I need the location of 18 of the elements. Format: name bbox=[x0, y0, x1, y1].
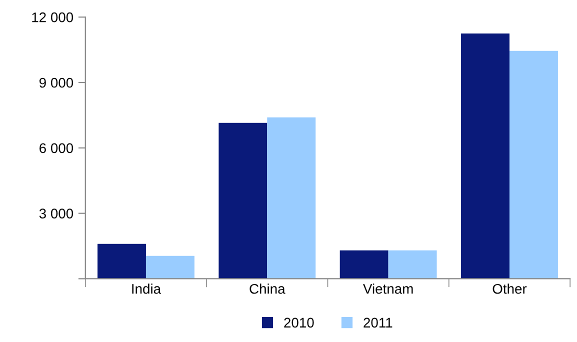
x-tick-label: China bbox=[250, 284, 286, 294]
bar bbox=[509, 50, 558, 279]
bar bbox=[98, 244, 146, 279]
bar bbox=[146, 256, 194, 279]
y-tick-label: 12 000 bbox=[32, 12, 74, 22]
y-tick-label: 9 000 bbox=[39, 78, 74, 88]
x-tick-label: Other bbox=[492, 284, 527, 294]
x-tick-label: Vietnam bbox=[363, 284, 413, 294]
bar bbox=[267, 117, 316, 279]
bar bbox=[388, 250, 437, 279]
y-tick-label: 3 000 bbox=[39, 208, 74, 218]
bar bbox=[340, 250, 388, 279]
y-tick-label: 6 000 bbox=[40, 143, 74, 154]
x-tick-label: India bbox=[132, 284, 162, 294]
bar bbox=[461, 33, 510, 279]
legend-label: 2010 bbox=[284, 318, 314, 328]
legend-label: 2011 bbox=[364, 318, 392, 328]
bar bbox=[218, 122, 268, 279]
